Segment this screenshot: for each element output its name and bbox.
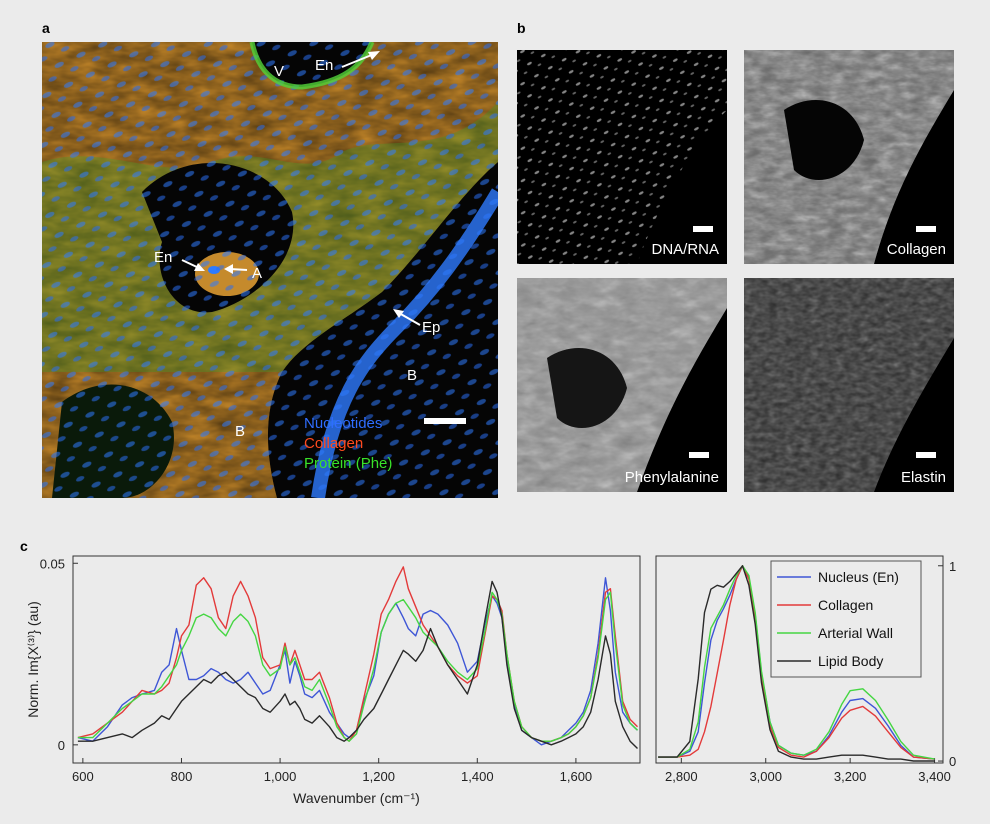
scale-bar	[689, 452, 709, 458]
tile-label: Elastin	[900, 469, 946, 486]
channel-legend: Nucleotides Collagen Protein (Phe)	[304, 414, 392, 474]
tile-phenylalanine: Phenylalanine	[517, 278, 727, 492]
x-tick-label: 3,400	[918, 769, 951, 784]
legend-label: Nucleus (En)	[818, 569, 899, 585]
panel-letter-c: c	[20, 538, 28, 554]
series-line-3	[77, 591, 638, 742]
label-v: V	[274, 63, 284, 80]
legend-box	[770, 560, 922, 678]
x-axis-label: Wavenumber (cm⁻¹)	[293, 790, 420, 806]
tile-label: DNA/RNA	[651, 241, 719, 258]
scale-bar	[693, 226, 713, 232]
legend-protein: Protein (Phe)	[304, 455, 393, 472]
tile-collagen-image	[744, 50, 954, 264]
scale-bar	[916, 452, 936, 458]
panel-letter-a: a	[42, 20, 50, 36]
legend-label: Arterial Wall	[818, 625, 893, 641]
label-en-top: En	[315, 57, 333, 74]
panel-letter-b: b	[517, 20, 526, 36]
y-tick-label: 0	[58, 738, 65, 753]
tile-elastin: Elastin	[744, 278, 954, 492]
tile-elastin-image	[744, 278, 954, 492]
series-line-3	[658, 565, 935, 760]
x-tick-label: 3,200	[834, 769, 867, 784]
scale-bar	[424, 418, 466, 424]
label-b-bottom: B	[235, 423, 245, 440]
y-tick-label: 1	[949, 559, 956, 574]
tile-phenylalanine-image	[517, 278, 727, 492]
x-tick-label: 1,000	[264, 769, 297, 784]
tile-collagen: Collagen	[744, 50, 954, 264]
x-tick-label: 800	[171, 769, 193, 784]
tissue-image: V En En A Ep B B	[42, 42, 498, 498]
tile-dna-rna: DNA/RNA	[517, 50, 727, 264]
legend-collagen: Collagen	[304, 435, 364, 452]
label-ep: Ep	[422, 319, 440, 336]
legend-nucleotides: Nucleotides	[304, 415, 383, 432]
series-line-4	[77, 580, 638, 749]
x-tick-label: 1,400	[461, 769, 494, 784]
x-tick-label: 3,000	[749, 769, 782, 784]
x-tick-label: 1,200	[362, 769, 395, 784]
y-tick-label: 0.05	[40, 556, 65, 571]
micrograph-composite: V En En A Ep B B Nucleotides Collagen Pr…	[42, 42, 498, 498]
legend-label: Lipid Body	[818, 653, 883, 669]
x-tick-label: 600	[72, 769, 94, 784]
x-tick-label: 1,600	[560, 769, 593, 784]
series-line-4	[658, 565, 935, 762]
tile-dna-rna-image	[517, 50, 727, 264]
legend-label: Collagen	[818, 597, 873, 613]
y-axis-label: Norm. Im{X⁽³⁾} (au)	[25, 601, 41, 718]
scale-bar	[916, 226, 936, 232]
tile-label: Phenylalanine	[624, 469, 719, 486]
label-b-right: B	[407, 367, 417, 384]
y-tick-label: 0	[949, 754, 956, 769]
label-en-mid: En	[154, 249, 172, 266]
x-tick-label: 2,800	[665, 769, 698, 784]
label-a: A	[252, 265, 262, 282]
tile-label: Collagen	[886, 241, 946, 258]
